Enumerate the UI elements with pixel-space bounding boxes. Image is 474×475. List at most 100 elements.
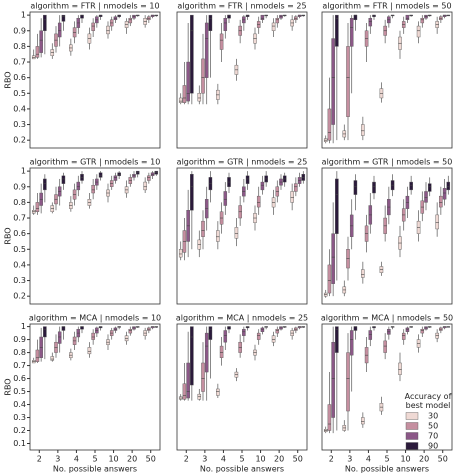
x-tick-label: 20	[419, 455, 429, 464]
box	[57, 22, 62, 38]
box	[335, 14, 339, 47]
panel-title: algorithm = GTR | nmodels = 50	[322, 158, 453, 167]
box	[57, 331, 62, 344]
plot-frame	[29, 11, 161, 149]
box	[372, 181, 376, 194]
y-tick-label: 0.2	[13, 136, 26, 145]
box	[331, 233, 335, 284]
x-tick-label: 2	[37, 455, 42, 464]
box	[331, 38, 335, 125]
box	[327, 404, 332, 431]
box	[353, 14, 358, 21]
box	[197, 93, 202, 102]
box	[61, 175, 66, 184]
box	[178, 249, 183, 258]
y-tick-label: 0.4	[13, 260, 26, 269]
box	[223, 330, 228, 343]
box	[106, 25, 110, 35]
y-tick-label: 0.1	[13, 439, 26, 448]
box	[271, 22, 276, 31]
panel-title: algorithm = MCA | nmodels = 10	[29, 314, 161, 323]
box	[416, 25, 421, 38]
y-tick-label: 0.7	[13, 58, 26, 67]
y-tick-label: 0.7	[13, 361, 26, 370]
x-tick-label: 4	[74, 455, 79, 464]
plot-frame	[176, 11, 308, 149]
legend-label: 70	[428, 432, 438, 441]
box	[204, 22, 209, 78]
box	[361, 269, 365, 278]
box	[446, 181, 451, 191]
box	[256, 195, 261, 208]
x-axis-label: No. possible answers	[345, 465, 429, 474]
box	[80, 14, 84, 19]
box	[76, 181, 81, 191]
legend-label: 90	[428, 442, 438, 451]
box	[91, 184, 95, 194]
y-tick-label: 0.5	[13, 89, 26, 98]
box	[271, 335, 276, 343]
x-tick-label: 3	[202, 455, 207, 464]
box	[208, 14, 213, 31]
box	[61, 14, 66, 22]
x-tick-label: 2	[184, 455, 189, 464]
x-tick-label: 10	[400, 455, 410, 464]
panel-title: algorithm = FTR | nmodels = 25	[177, 2, 306, 11]
box	[260, 181, 265, 191]
box	[275, 18, 280, 24]
box	[242, 328, 246, 336]
y-tick-label: 0.6	[13, 73, 26, 82]
box	[91, 22, 95, 31]
panel-title: algorithm = FTR | nmodels = 50	[322, 2, 451, 11]
x-tick-label: 20	[127, 455, 137, 464]
box	[245, 175, 250, 184]
box	[335, 178, 339, 234]
box	[39, 30, 43, 53]
x-tick-label: 4	[221, 455, 226, 464]
box	[219, 33, 224, 50]
plot-frame	[29, 323, 161, 451]
plot-frame	[29, 167, 161, 305]
box	[143, 181, 147, 191]
box	[331, 341, 335, 418]
y-tick-label: 0.6	[13, 374, 26, 383]
box	[147, 175, 151, 181]
box	[405, 327, 410, 332]
y-tick-label: 0.9	[13, 26, 26, 35]
box	[190, 326, 194, 386]
x-tick-label: 50	[146, 455, 156, 464]
box	[290, 191, 294, 203]
box	[186, 61, 190, 102]
box	[383, 340, 387, 353]
legend-swatch	[405, 422, 419, 430]
x-tick-label: 5	[384, 455, 389, 464]
y-tick-label: 1	[21, 167, 26, 176]
legend-swatch	[405, 412, 419, 420]
x-tick-label: 50	[438, 455, 448, 464]
box	[216, 388, 220, 396]
box	[190, 14, 194, 94]
box	[346, 352, 350, 412]
x-tick-label: 5	[92, 455, 97, 464]
box	[346, 46, 350, 117]
box	[128, 328, 133, 334]
x-tick-label: 20	[274, 455, 284, 464]
box	[275, 328, 280, 334]
box	[182, 383, 187, 400]
box	[219, 345, 224, 358]
box	[43, 14, 47, 31]
box	[87, 347, 92, 355]
box	[327, 264, 332, 294]
plot-frame	[176, 323, 308, 451]
y-tick-label: 0.3	[13, 276, 26, 285]
box	[260, 14, 265, 21]
box	[178, 97, 183, 103]
legend-swatch	[405, 442, 419, 450]
y-tick-label: 0.5	[13, 387, 26, 396]
y-tick-label: 0.4	[13, 104, 26, 113]
x-tick-label: 50	[293, 455, 303, 464]
box	[234, 227, 239, 239]
y-tick-label: 0.5	[13, 245, 26, 254]
box	[368, 18, 373, 27]
